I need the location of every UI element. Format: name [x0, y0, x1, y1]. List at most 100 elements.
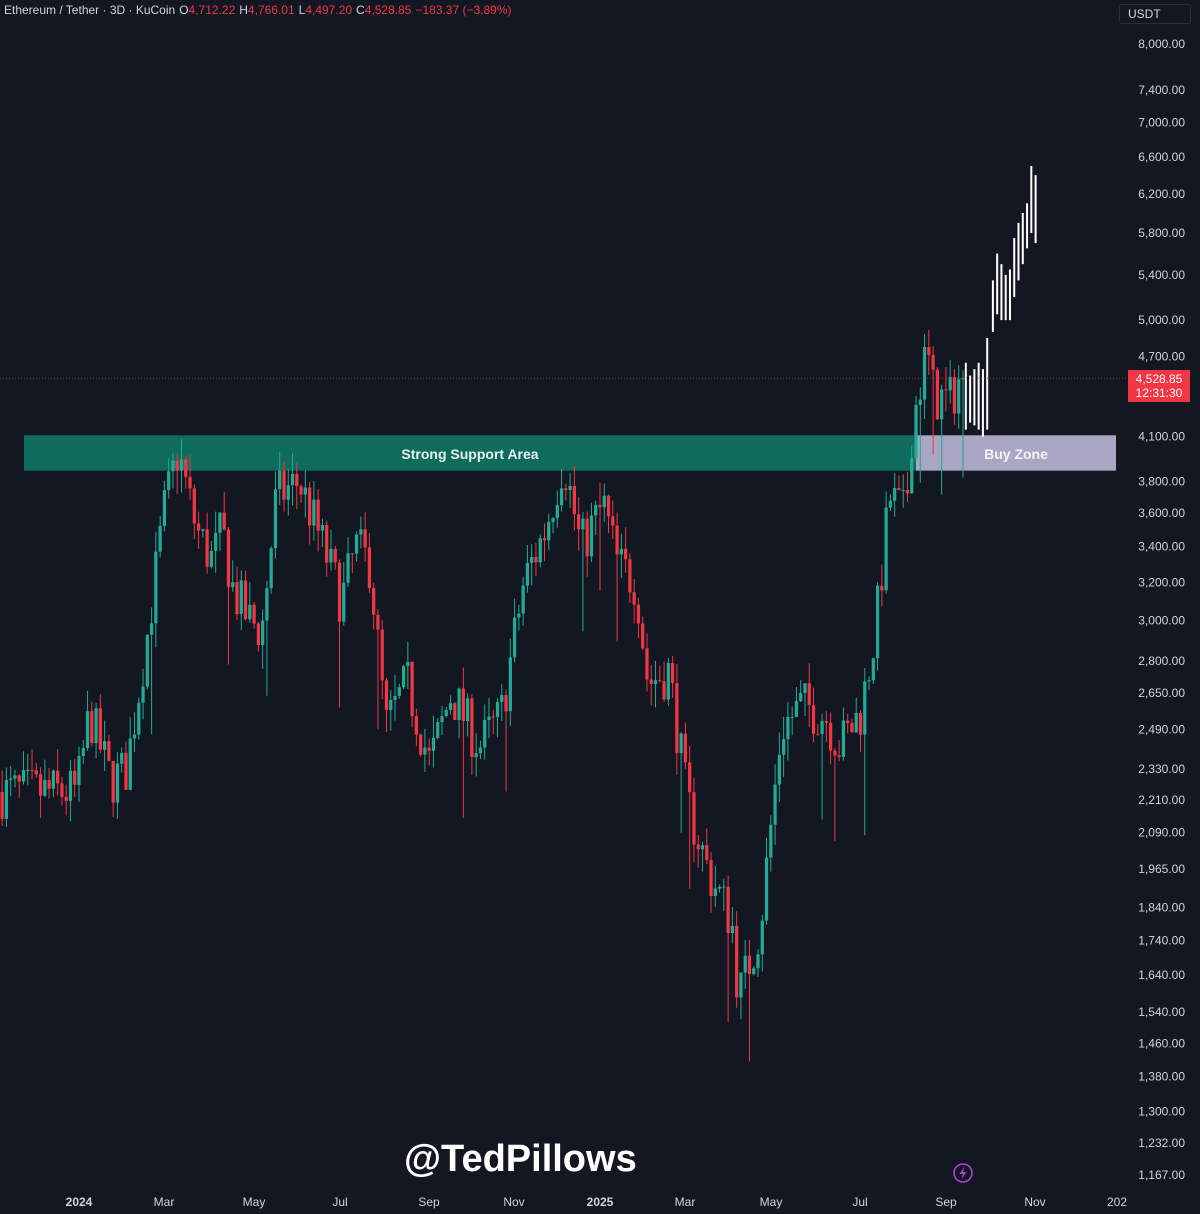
candle-body — [747, 955, 752, 974]
candle-body — [346, 553, 350, 583]
candle-body — [401, 666, 406, 688]
candle-body — [495, 701, 500, 717]
support-zone-label[interactable]: Strong Support Area — [401, 446, 539, 462]
candle-body — [538, 538, 542, 563]
candle-body — [636, 604, 641, 624]
candle-body — [662, 681, 666, 700]
open-label: O — [179, 3, 189, 17]
candle-body — [653, 680, 658, 684]
candle-body — [17, 775, 21, 782]
candle-body — [235, 582, 239, 615]
last-price-value: 4,528.85 — [1135, 372, 1183, 386]
candle-body — [380, 629, 384, 681]
candle-body — [683, 733, 688, 763]
candle-body — [508, 657, 512, 712]
candle-body — [81, 748, 85, 757]
candle-body — [504, 695, 508, 712]
candle-body — [918, 399, 922, 405]
y-tick-label: 3,200.00 — [1138, 575, 1185, 589]
candle-body — [9, 778, 13, 780]
y-tick-label: 2,090.00 — [1138, 826, 1185, 840]
candle-body — [794, 701, 799, 717]
candle-body — [406, 661, 410, 667]
candle-body — [696, 844, 700, 850]
buy-zone — [916, 435, 1116, 471]
low-label: L — [298, 3, 306, 17]
candle-body — [743, 955, 747, 973]
x-tick-label: 2025 — [587, 1195, 614, 1209]
candle-body — [167, 471, 171, 491]
candle-body — [944, 389, 948, 391]
candle-body — [141, 686, 145, 703]
candle-body — [935, 369, 939, 420]
last-price-tag: 4,528.85 12:31:30 — [1128, 370, 1190, 402]
currency-button[interactable]: USDT — [1119, 4, 1191, 24]
candle-body — [299, 486, 303, 495]
candle-body — [850, 723, 854, 733]
candle-body — [56, 770, 60, 784]
candle-body — [624, 548, 628, 560]
candle-body — [521, 585, 525, 614]
candle-body — [679, 733, 683, 754]
candle-body — [337, 562, 342, 622]
y-tick-label: 1,540.00 — [1138, 1005, 1185, 1019]
candle-body — [376, 614, 380, 630]
candle-body — [512, 617, 517, 658]
candle-body — [581, 518, 585, 530]
candle-body — [922, 346, 927, 400]
candle-body — [107, 741, 111, 762]
candle-body — [427, 747, 431, 751]
x-tick-label: Nov — [1024, 1195, 1045, 1209]
candle-body — [120, 752, 124, 764]
candle-body — [320, 525, 325, 531]
candle-body — [393, 695, 397, 700]
candle-body — [594, 504, 598, 516]
candle-body — [162, 490, 167, 526]
y-tick-label: 1,840.00 — [1138, 900, 1185, 914]
candle-body — [34, 770, 38, 775]
candle-body — [51, 770, 56, 789]
candle-body — [4, 779, 9, 819]
buy-zone-label[interactable]: Buy Zone — [984, 446, 1048, 462]
candle-body — [273, 489, 278, 549]
symbol-label[interactable]: Ethereum / Tether · 3D · KuCoin — [4, 3, 176, 17]
candle-body — [914, 404, 918, 459]
high-value: 4,766.01 — [247, 3, 295, 17]
candle-body — [820, 720, 824, 734]
candle-body — [316, 499, 320, 531]
y-tick-label: 7,000.00 — [1138, 115, 1185, 129]
candle-body — [226, 529, 231, 588]
candle-body — [833, 750, 837, 756]
candle-body — [602, 495, 606, 508]
candle-body — [115, 763, 120, 803]
candle-body — [149, 623, 154, 635]
x-tick-label: Mar — [675, 1195, 696, 1209]
candle-body — [500, 695, 504, 702]
candle-body — [927, 346, 931, 355]
y-tick-label: 2,490.00 — [1138, 723, 1185, 737]
candle-body — [816, 733, 820, 735]
candle-body — [444, 709, 448, 717]
lightning-bolt-icon[interactable] — [952, 1162, 974, 1184]
y-tick-label: 3,000.00 — [1138, 613, 1185, 627]
candle-body — [248, 604, 252, 620]
x-tick-label: Sep — [935, 1195, 957, 1209]
candle-body — [675, 683, 679, 754]
candle-body — [256, 623, 260, 646]
candle-body — [389, 699, 393, 710]
y-tick-label: 1,232.00 — [1138, 1136, 1185, 1150]
candle-body — [124, 752, 128, 790]
high-label: H — [239, 3, 248, 17]
candle-body — [188, 476, 192, 489]
candle-body — [790, 716, 794, 718]
candle-body — [619, 548, 623, 555]
candle-body — [628, 559, 632, 593]
candle-body — [47, 779, 51, 789]
y-tick-label: 4,100.00 — [1138, 430, 1185, 444]
y-tick-label: 1,640.00 — [1138, 968, 1185, 982]
candle-body — [901, 489, 905, 491]
y-tick-label: 6,200.00 — [1138, 187, 1185, 201]
candle-body — [128, 738, 132, 790]
candle-body — [98, 708, 102, 750]
